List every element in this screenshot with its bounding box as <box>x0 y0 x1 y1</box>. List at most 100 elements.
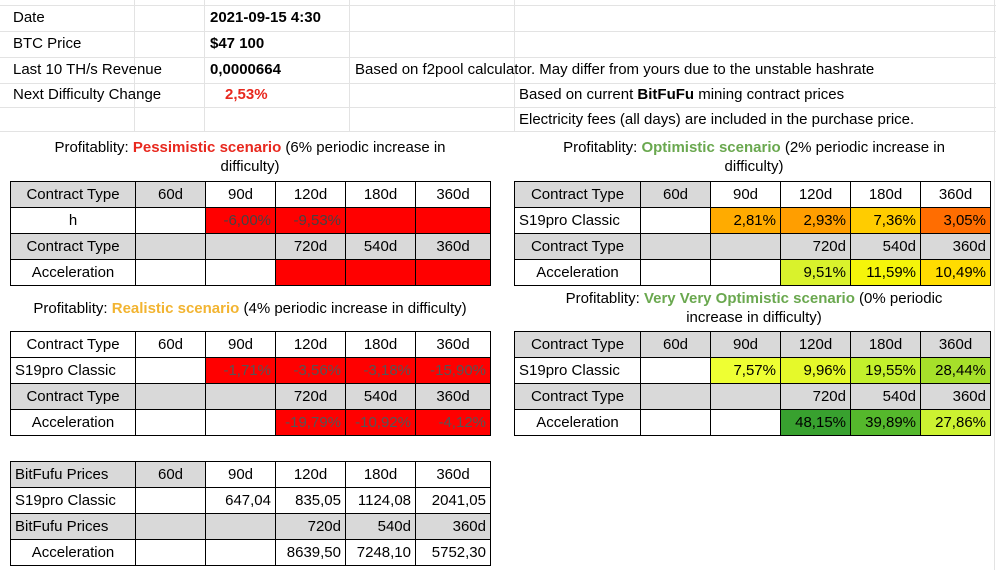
table-cell[interactable]: 540d <box>345 233 416 260</box>
table-cell[interactable]: 9,51% <box>780 259 851 286</box>
table-cell[interactable]: 8639,50 <box>275 539 346 566</box>
table-cell[interactable]: 120d <box>780 181 851 208</box>
table-cell[interactable]: 720d <box>275 513 346 540</box>
table-cell[interactable]: 120d <box>275 181 346 208</box>
table-cell[interactable]: S19pro Classic <box>10 487 136 514</box>
table-cell[interactable]: BitFufu Prices <box>10 513 136 540</box>
table-cell[interactable] <box>205 233 276 260</box>
table-cell[interactable]: Contract Type <box>10 233 136 260</box>
table-cell[interactable]: -3,18% <box>345 357 416 384</box>
table-cell[interactable] <box>710 383 781 410</box>
table-cell[interactable] <box>205 409 276 436</box>
table-cell[interactable] <box>135 487 206 514</box>
table-cell[interactable]: 720d <box>780 233 851 260</box>
table-cell[interactable]: Acceleration <box>514 259 641 286</box>
table-cell[interactable]: 90d <box>710 181 781 208</box>
table-cell[interactable]: 2,93% <box>780 207 851 234</box>
table-cell[interactable] <box>415 207 491 234</box>
table-cell[interactable]: 9,96% <box>780 357 851 384</box>
table-cell[interactable]: 360d <box>920 233 991 260</box>
table-cell[interactable] <box>415 259 491 286</box>
table-cell[interactable]: 90d <box>710 331 781 358</box>
table-cell[interactable]: 2041,05 <box>415 487 491 514</box>
table-cell[interactable]: 540d <box>345 383 416 410</box>
table-cell[interactable]: 180d <box>345 181 416 208</box>
table-cell[interactable]: -10,92% <box>345 409 416 436</box>
table-cell[interactable]: -1,71% <box>205 357 276 384</box>
table-cell[interactable] <box>710 233 781 260</box>
table-cell[interactable] <box>135 409 206 436</box>
table-cell[interactable]: Contract Type <box>514 331 641 358</box>
table-cell[interactable]: Contract Type <box>10 331 136 358</box>
table-cell[interactable]: -15,90% <box>415 357 491 384</box>
table-cell[interactable]: 11,59% <box>850 259 921 286</box>
table-cell[interactable]: 120d <box>780 331 851 358</box>
table-cell[interactable] <box>135 207 206 234</box>
table-cell[interactable] <box>640 259 711 286</box>
table-cell[interactable]: 48,15% <box>780 409 851 436</box>
table-cell[interactable]: 360d <box>415 181 491 208</box>
table-cell[interactable]: -19,79% <box>275 409 346 436</box>
table-cell[interactable]: 2,81% <box>710 207 781 234</box>
table-cell[interactable]: 7,36% <box>850 207 921 234</box>
table-cell[interactable]: 5752,30 <box>415 539 491 566</box>
table-cell[interactable]: Acceleration <box>514 409 641 436</box>
table-cell[interactable]: Contract Type <box>10 383 136 410</box>
table-cell[interactable] <box>135 383 206 410</box>
table-cell[interactable]: 60d <box>135 331 206 358</box>
table-cell[interactable]: Contract Type <box>514 181 641 208</box>
table-cell[interactable] <box>135 513 206 540</box>
table-cell[interactable]: 120d <box>275 331 346 358</box>
table-cell[interactable]: 540d <box>850 233 921 260</box>
table-cell[interactable]: 19,55% <box>850 357 921 384</box>
table-cell[interactable]: 720d <box>275 233 346 260</box>
table-cell[interactable]: 120d <box>275 461 346 488</box>
table-cell[interactable]: -3,56% <box>275 357 346 384</box>
table-cell[interactable]: S19pro Classic <box>514 357 641 384</box>
table-cell[interactable] <box>640 233 711 260</box>
table-cell[interactable]: 27,86% <box>920 409 991 436</box>
table-cell[interactable] <box>640 409 711 436</box>
table-cell[interactable]: 720d <box>780 383 851 410</box>
table-cell[interactable]: 90d <box>205 181 276 208</box>
table-cell[interactable] <box>135 357 206 384</box>
table-cell[interactable]: 360d <box>415 461 491 488</box>
table-cell[interactable]: Contract Type <box>514 383 641 410</box>
table-cell[interactable]: 720d <box>275 383 346 410</box>
table-cell[interactable] <box>640 383 711 410</box>
table-cell[interactable] <box>345 259 416 286</box>
table-cell[interactable] <box>205 513 276 540</box>
table-cell[interactable]: Acceleration <box>10 409 136 436</box>
table-cell[interactable] <box>275 259 346 286</box>
table-cell[interactable]: 60d <box>640 181 711 208</box>
table-cell[interactable] <box>640 357 711 384</box>
table-cell[interactable]: 540d <box>345 513 416 540</box>
table-cell[interactable]: -4,12% <box>415 409 491 436</box>
table-cell[interactable]: 180d <box>345 461 416 488</box>
table-cell[interactable]: 3,05% <box>920 207 991 234</box>
table-cell[interactable]: Contract Type <box>10 181 136 208</box>
table-cell[interactable]: 360d <box>415 513 491 540</box>
table-cell[interactable]: 360d <box>920 331 991 358</box>
table-cell[interactable] <box>135 259 206 286</box>
table-cell[interactable]: 60d <box>135 461 206 488</box>
table-cell[interactable]: 180d <box>850 181 921 208</box>
table-cell[interactable] <box>710 409 781 436</box>
table-cell[interactable]: 28,44% <box>920 357 991 384</box>
table-cell[interactable]: 360d <box>415 331 491 358</box>
table-cell[interactable]: 60d <box>640 331 711 358</box>
table-cell[interactable] <box>345 207 416 234</box>
table-cell[interactable]: Contract Type <box>514 233 641 260</box>
table-cell[interactable]: 647,04 <box>205 487 276 514</box>
table-cell[interactable]: -9,53% <box>275 207 346 234</box>
table-cell[interactable]: 90d <box>205 461 276 488</box>
table-cell[interactable]: 360d <box>920 181 991 208</box>
table-cell[interactable]: BitFufu Prices <box>10 461 136 488</box>
table-cell[interactable] <box>205 383 276 410</box>
table-cell[interactable]: 180d <box>345 331 416 358</box>
table-cell[interactable]: 180d <box>850 331 921 358</box>
table-cell[interactable]: S19pro Classic <box>514 207 641 234</box>
table-cell[interactable] <box>640 207 711 234</box>
table-cell[interactable]: 60d <box>135 181 206 208</box>
table-cell[interactable]: 7,57% <box>710 357 781 384</box>
